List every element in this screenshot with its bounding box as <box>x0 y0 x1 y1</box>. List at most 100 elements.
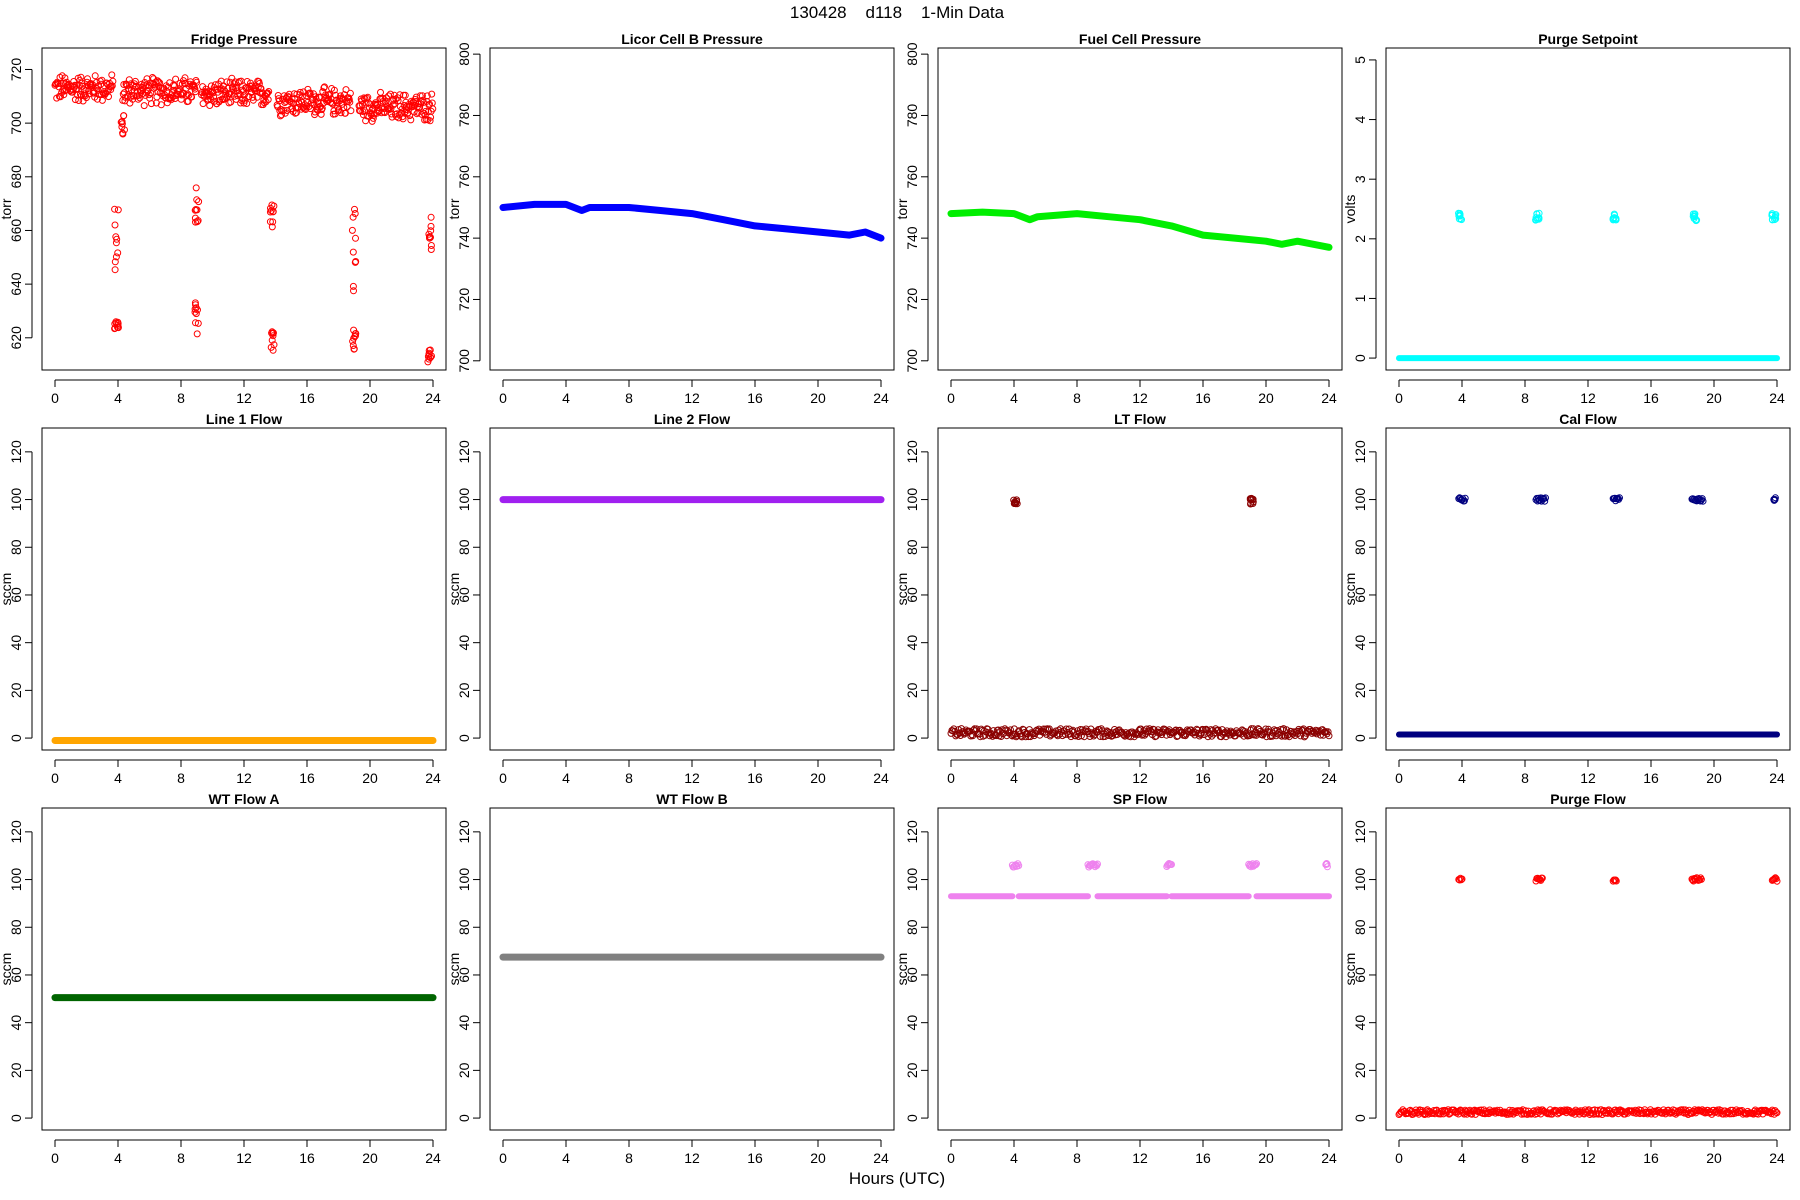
y-tick-label: 120 <box>456 440 472 464</box>
data-point <box>318 104 326 112</box>
data-point <box>193 78 201 86</box>
data-point <box>407 116 415 124</box>
x-tick-label: 4 <box>562 1150 570 1166</box>
y-tick-label: 120 <box>456 820 472 844</box>
y-tick-label: 620 <box>8 326 24 350</box>
data-point <box>426 117 434 125</box>
data-point <box>1773 1109 1781 1117</box>
x-tick-label: 24 <box>425 1150 441 1166</box>
data-point <box>296 88 304 96</box>
cluster-point <box>1541 497 1549 505</box>
data-point <box>330 107 338 115</box>
panel-title: Line 1 Flow <box>206 411 282 427</box>
panel-title: Licor Cell B Pressure <box>621 31 763 47</box>
x-tick-label: 24 <box>1769 770 1785 786</box>
panel-6: Line 2 Flow sccm 0 4 8 12 16 20 24 0 20 40 60 80 100 12… <box>446 411 895 786</box>
data-point <box>292 109 300 117</box>
data-point <box>341 109 349 117</box>
data-point <box>429 105 437 113</box>
y-tick-label: 60 <box>1352 587 1368 603</box>
cluster-point <box>349 213 357 221</box>
cluster-point <box>1535 209 1543 217</box>
data-point <box>423 92 431 100</box>
x-axis: 0 4 8 12 16 20 24 <box>51 379 441 406</box>
data-point <box>428 90 436 98</box>
cluster-point <box>192 218 199 226</box>
data-point <box>362 117 370 125</box>
cluster-point <box>192 304 200 312</box>
plot-frame <box>489 427 895 751</box>
y-tick-label: 0 <box>904 734 920 742</box>
data-point <box>150 84 158 92</box>
cluster-point <box>1013 500 1021 508</box>
series-line <box>947 208 1333 251</box>
data-point <box>306 89 314 97</box>
y-tick-label: 0 <box>8 1114 24 1122</box>
data-point <box>172 75 180 83</box>
x-tick-label: 8 <box>625 390 633 406</box>
data-point <box>145 91 153 99</box>
x-tick-label: 16 <box>747 390 763 406</box>
data-marks <box>51 71 437 366</box>
cluster-point <box>426 354 434 362</box>
x-tick-label: 0 <box>499 770 507 786</box>
data-point <box>105 93 112 101</box>
data-marks <box>499 200 885 242</box>
plot-frame <box>41 427 447 751</box>
y-tick-label: 40 <box>456 1015 472 1031</box>
cluster-point <box>118 120 126 128</box>
y-tick-label: 1 <box>1352 294 1368 302</box>
cluster-point <box>118 123 126 131</box>
cluster-point <box>1456 210 1464 217</box>
x-tick-label: 20 <box>1258 1150 1274 1166</box>
cluster-point <box>349 342 357 349</box>
cluster-point <box>191 299 199 307</box>
y-tick-label: 80 <box>1352 539 1368 555</box>
x-tick-label: 16 <box>1643 390 1659 406</box>
x-tick-label: 8 <box>1521 1150 1529 1166</box>
data-point <box>134 95 142 103</box>
cluster-point <box>114 206 122 214</box>
cluster-point <box>112 239 120 247</box>
data-point <box>78 79 86 87</box>
x-tick-label: 0 <box>947 1150 955 1166</box>
cluster-point <box>193 330 201 338</box>
cluster-point <box>1771 494 1779 502</box>
x-tick-label: 12 <box>236 390 252 406</box>
cluster-point <box>425 349 433 357</box>
y-tick-label: 720 <box>8 58 24 82</box>
data-point <box>1424 1110 1432 1118</box>
data-point <box>303 99 311 106</box>
cluster-point <box>114 249 122 257</box>
figure-xlabel: Hours (UTC) <box>849 1169 945 1188</box>
x-axis: 0 4 8 12 16 20 24 <box>499 379 889 406</box>
y-tick-label: 20 <box>1352 1062 1368 1078</box>
cluster-point <box>266 208 274 216</box>
data-point <box>418 92 426 100</box>
x-axis: 0 4 8 12 16 20 24 <box>947 1139 1337 1166</box>
y-tick-label: 80 <box>904 539 920 555</box>
x-tick-label: 0 <box>1395 390 1403 406</box>
x-tick-label: 4 <box>114 390 122 406</box>
x-tick-label: 0 <box>1395 770 1403 786</box>
x-tick-label: 24 <box>1321 770 1337 786</box>
x-tick-label: 20 <box>810 390 826 406</box>
cluster-point <box>1094 860 1101 868</box>
data-point <box>192 88 199 96</box>
data-point <box>304 85 312 93</box>
data-point <box>214 85 221 93</box>
y-tick-label: 800 <box>904 42 920 66</box>
x-tick-label: 8 <box>1073 1150 1081 1166</box>
x-tick-label: 16 <box>747 770 763 786</box>
cluster-point <box>1247 496 1255 504</box>
panel-title: WT Flow A <box>208 791 279 807</box>
x-tick-label: 24 <box>425 390 441 406</box>
y-tick-label: 0 <box>456 734 472 742</box>
data-point <box>166 79 174 87</box>
y-tick-label: 120 <box>8 440 24 464</box>
cluster-point <box>352 330 360 337</box>
data-point <box>1017 732 1025 740</box>
panel-title: Cal Flow <box>1559 411 1617 427</box>
